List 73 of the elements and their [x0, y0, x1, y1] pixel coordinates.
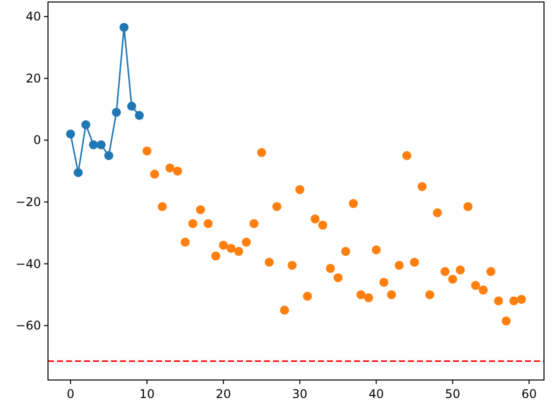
point	[478, 286, 488, 295]
point	[127, 102, 136, 111]
point	[341, 246, 350, 256]
point	[188, 219, 198, 228]
point	[272, 202, 282, 212]
point	[387, 290, 396, 300]
point	[196, 205, 205, 214]
point	[158, 202, 167, 212]
point	[502, 316, 511, 326]
point	[379, 278, 388, 287]
point	[96, 140, 106, 150]
point	[211, 252, 220, 261]
point	[234, 246, 244, 256]
y-tick-label: 20	[26, 71, 41, 86]
x-tick-label: 60	[521, 387, 537, 401]
point	[326, 264, 335, 273]
point	[264, 258, 274, 267]
x-tick-label: 50	[445, 387, 460, 401]
point	[425, 290, 434, 300]
point	[81, 120, 90, 130]
point	[134, 110, 144, 120]
point	[257, 148, 266, 158]
point	[348, 199, 358, 208]
point	[150, 170, 160, 179]
point	[418, 182, 427, 192]
y-tick-label: −20	[16, 194, 41, 209]
x-tick-label: 20	[216, 387, 232, 401]
point	[165, 163, 174, 172]
point	[394, 260, 404, 270]
point	[120, 22, 129, 32]
y-tick-label: 40	[26, 10, 41, 24]
point	[494, 296, 504, 306]
point	[410, 258, 419, 267]
point	[372, 245, 381, 254]
x-tick-label: 30	[292, 387, 308, 401]
point	[249, 219, 258, 228]
point	[112, 108, 121, 117]
point	[440, 267, 450, 276]
point	[486, 267, 496, 276]
point	[295, 185, 304, 194]
point	[516, 294, 526, 304]
point	[226, 244, 236, 253]
point	[242, 238, 251, 247]
point	[448, 274, 458, 284]
point	[471, 280, 480, 290]
point	[280, 306, 290, 315]
point	[288, 260, 297, 270]
point	[142, 146, 152, 156]
y-tick-label: −60	[16, 318, 41, 333]
point	[463, 202, 472, 212]
y-tick-label: 0	[33, 133, 41, 148]
point	[88, 140, 98, 150]
point	[310, 214, 320, 224]
y-tick-label: −40	[16, 256, 41, 271]
point	[104, 151, 114, 160]
point	[432, 208, 442, 218]
x-tick-label: 0	[66, 387, 74, 401]
point	[66, 129, 76, 138]
point	[356, 290, 366, 300]
x-tick-label: 10	[139, 387, 155, 401]
point	[173, 166, 182, 176]
point	[509, 296, 518, 306]
point	[364, 293, 374, 302]
point	[456, 265, 465, 274]
x-tick-label: 40	[368, 387, 384, 401]
point	[318, 220, 328, 230]
point	[402, 151, 412, 160]
point	[204, 219, 213, 228]
point	[180, 238, 190, 247]
point	[334, 273, 343, 282]
point	[74, 168, 83, 178]
point	[302, 292, 312, 301]
point	[218, 240, 228, 250]
